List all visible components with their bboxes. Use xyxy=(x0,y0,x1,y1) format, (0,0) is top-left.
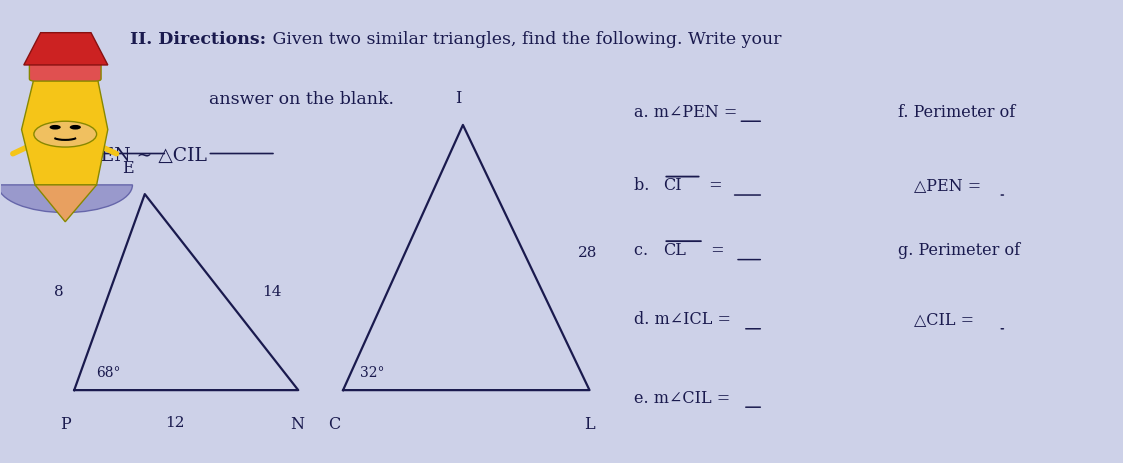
Text: 32°: 32° xyxy=(359,365,384,379)
Circle shape xyxy=(70,125,81,130)
Text: CL: CL xyxy=(664,241,686,258)
Text: =: = xyxy=(706,241,730,258)
Text: △PEN =: △PEN = xyxy=(914,177,987,194)
Wedge shape xyxy=(0,186,133,213)
Text: answer on the blank.: answer on the blank. xyxy=(209,91,394,108)
Text: C: C xyxy=(329,416,340,432)
Circle shape xyxy=(34,122,97,148)
Text: Given two similar triangles, find the following. Write your: Given two similar triangles, find the fo… xyxy=(267,31,782,48)
Text: e. m∠CIL =: e. m∠CIL = xyxy=(634,389,736,406)
Text: L: L xyxy=(584,416,594,432)
Text: E: E xyxy=(122,159,134,176)
Text: II. Directions:: II. Directions: xyxy=(130,31,266,48)
Text: CI: CI xyxy=(664,177,682,194)
Polygon shape xyxy=(24,34,108,66)
Text: I: I xyxy=(455,90,462,107)
FancyBboxPatch shape xyxy=(29,63,101,82)
Text: f. Perimeter of: f. Perimeter of xyxy=(897,103,1015,120)
Circle shape xyxy=(49,125,61,130)
Text: =: = xyxy=(704,177,728,194)
Text: d. m∠ICL =: d. m∠ICL = xyxy=(634,311,737,327)
Text: g. Perimeter of: g. Perimeter of xyxy=(897,241,1020,258)
Text: 12: 12 xyxy=(165,416,185,430)
Text: 1.  △PEN ∼ △CIL: 1. △PEN ∼ △CIL xyxy=(44,146,207,164)
Text: N: N xyxy=(291,416,304,432)
Text: 14: 14 xyxy=(263,284,282,298)
Text: P: P xyxy=(60,416,71,432)
Text: 8: 8 xyxy=(55,284,64,298)
Polygon shape xyxy=(21,75,108,186)
Text: 68°: 68° xyxy=(97,365,121,379)
Text: 28: 28 xyxy=(578,245,597,259)
Text: △CIL =: △CIL = xyxy=(914,311,979,327)
Text: a. m∠PEN =: a. m∠PEN = xyxy=(634,103,742,120)
Polygon shape xyxy=(35,186,97,222)
Text: b.: b. xyxy=(634,177,655,194)
Text: c.: c. xyxy=(634,241,654,258)
